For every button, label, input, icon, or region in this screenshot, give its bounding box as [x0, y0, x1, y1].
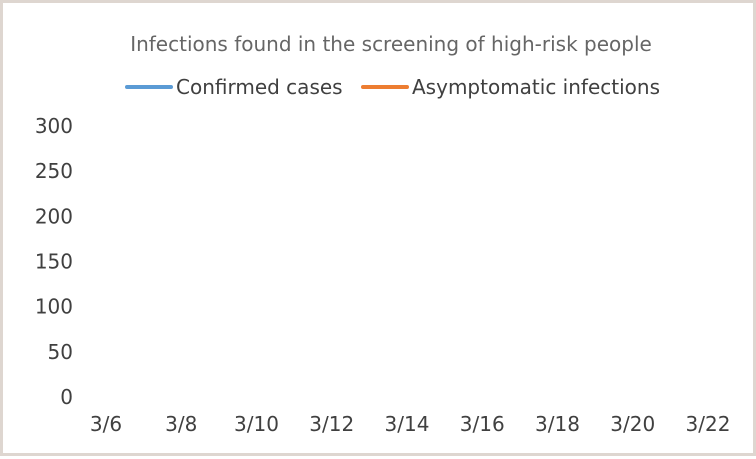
x-tick-label: 3/12	[309, 412, 354, 436]
y-tick-label: 50	[48, 340, 73, 364]
x-tick-label: 3/22	[686, 412, 731, 436]
x-tick-label: 3/10	[234, 412, 279, 436]
x-tick-label: 3/6	[90, 412, 122, 436]
y-tick-label: 300	[35, 114, 73, 138]
y-tick-label: 250	[35, 159, 73, 183]
legend-label-confirmed: Confirmed cases	[176, 75, 343, 99]
x-tick-label: 3/14	[385, 412, 430, 436]
x-tick-label: 3/8	[165, 412, 197, 436]
y-axis: 300 250 200 150 100 50 0	[35, 114, 73, 409]
x-tick-label: 3/16	[460, 412, 505, 436]
legend: Confirmed cases Asymptomatic infections	[125, 75, 660, 99]
x-axis: 3/6 3/8 3/10 3/12 3/14 3/16 3/18 3/20 3/22	[90, 412, 731, 436]
chart-svg: Infections found in the screening of hig…	[35, 32, 731, 436]
y-tick-label: 100	[35, 295, 73, 319]
legend-label-asymptomatic: Asymptomatic infections	[412, 75, 660, 99]
chart-title: Infections found in the screening of hig…	[130, 32, 652, 56]
x-tick-label: 3/18	[535, 412, 580, 436]
x-tick-label: 3/20	[610, 412, 655, 436]
y-tick-label: 150	[35, 250, 73, 274]
y-tick-label: 200	[35, 204, 73, 228]
y-tick-label: 0	[60, 385, 73, 409]
